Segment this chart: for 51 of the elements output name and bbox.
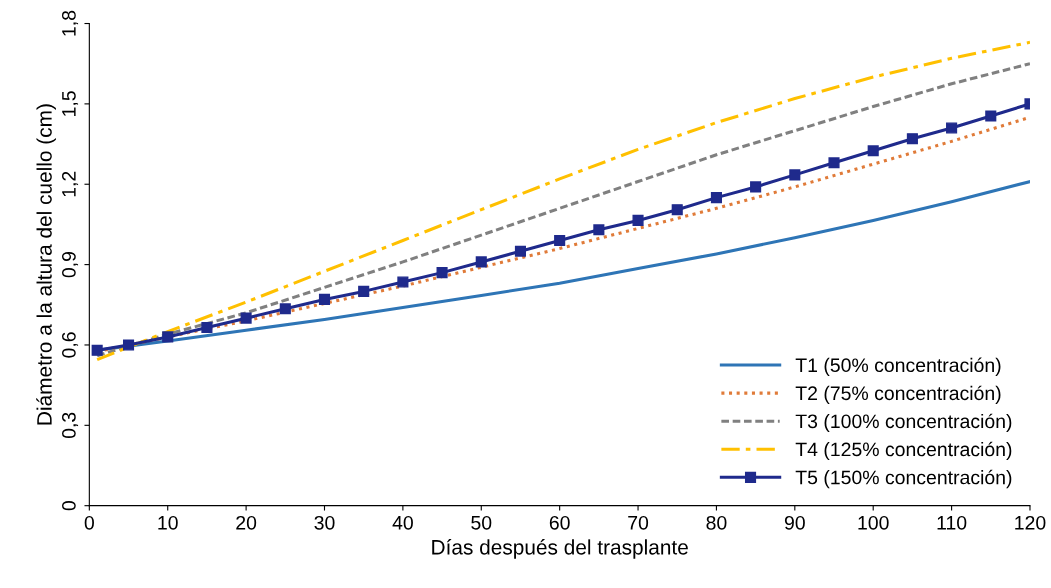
x-tick-label: 0 — [84, 515, 94, 530]
x-tick-label: 10 — [158, 515, 178, 530]
point — [985, 110, 997, 122]
x-tick-label: 110 — [937, 515, 967, 530]
point — [946, 122, 958, 134]
point — [789, 169, 801, 181]
point — [162, 331, 174, 343]
x-tick-label: 80 — [706, 515, 727, 530]
point — [671, 204, 683, 216]
y-tick-label: 0 — [62, 501, 76, 511]
legend-label: T3 (100% concentración) — [795, 413, 1012, 433]
x-tick-label: 40 — [392, 515, 413, 530]
x-tick-label: 100 — [858, 515, 889, 530]
point — [358, 285, 370, 297]
point — [593, 224, 605, 236]
point — [710, 192, 722, 204]
x-tick-label: 30 — [314, 515, 335, 530]
point — [632, 214, 644, 226]
point — [122, 339, 135, 351]
y-tick-label: 0,3 — [62, 412, 79, 439]
x-tick-label: 120 — [1015, 515, 1046, 530]
y-tick-label: 1,2 — [62, 171, 79, 197]
point — [867, 145, 879, 157]
point — [91, 344, 103, 356]
point — [828, 157, 840, 169]
point — [240, 312, 252, 324]
point — [514, 245, 527, 257]
y-tick-label: 1,8 — [62, 10, 79, 36]
point — [475, 256, 487, 268]
x-axis-title: Días después del trasplante — [432, 539, 688, 559]
x-tick-label: 90 — [784, 515, 805, 530]
point — [436, 267, 448, 279]
y-axis-title: Diámetro a la altura del cuello (cm) — [36, 104, 56, 425]
point — [906, 133, 918, 145]
point — [201, 321, 213, 334]
point — [397, 276, 409, 288]
x-tick-label: 60 — [549, 515, 570, 530]
x-tick-label: 50 — [471, 515, 492, 530]
point — [554, 234, 566, 247]
y-tick-label: 1,5 — [62, 91, 79, 116]
y-tick-label: 0,6 — [62, 332, 79, 358]
x-tick-label: 20 — [236, 515, 257, 530]
x-tick-label: 70 — [628, 515, 649, 530]
legend-label: T4 (125% concentración) — [795, 441, 1012, 461]
legend-label: T1 (50% concentración) — [795, 357, 1001, 376]
legend-label: T5 (150% concentración) — [795, 469, 1012, 489]
y-tick-label: 0,9 — [62, 252, 79, 278]
point — [279, 303, 291, 315]
point — [750, 181, 762, 193]
point — [318, 293, 331, 305]
legend-label: T2 (75% concentración) — [795, 385, 1001, 404]
